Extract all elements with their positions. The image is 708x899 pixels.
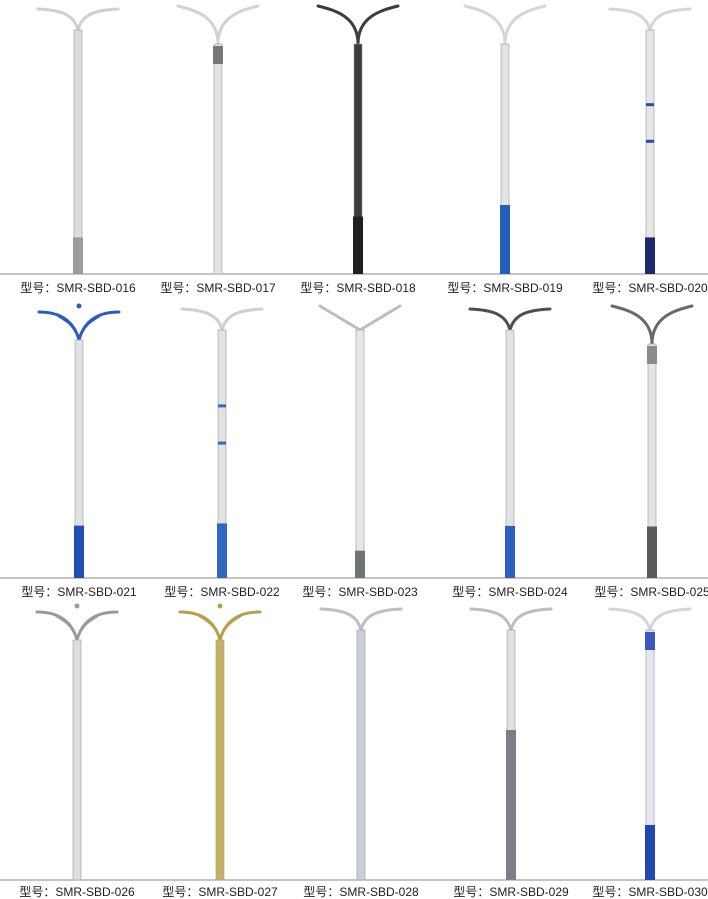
model-label: 型号：SMR-SBD-021 [8,583,150,600]
pole-shaft [213,43,223,275]
pole-base [647,526,657,578]
pole-stripe [218,441,226,445]
model-label-prefix: 型号： [453,885,490,899]
model-number: SMR-SBD-019 [483,281,563,295]
pole-finial [74,603,80,609]
pole-finial [76,303,82,309]
model-label-prefix: 型号： [302,585,339,599]
pole-arm [176,4,260,46]
model-label: 型号：SMR-SBD-028 [290,883,432,899]
model-label: 型号：SMR-SBD-017 [147,279,289,296]
model-label: 型号：SMR-SBD-026 [6,883,148,899]
pole-collar [645,632,655,650]
pole-base [74,525,84,578]
model-label: 型号：SMR-SBD-018 [287,279,429,296]
pole-arm [608,7,692,32]
model-label: 型号：SMR-SBD-027 [149,883,291,899]
pole-arm [35,610,119,642]
pole-base [500,205,510,274]
model-label-prefix: 型号： [592,885,629,899]
model-number: SMR-SBD-022 [200,585,280,599]
pole-stripe [218,404,226,408]
model-label-prefix: 型号： [592,281,629,295]
model-number: SMR-SBD-023 [338,585,418,599]
model-label: 型号：SMR-SBD-029 [440,883,582,899]
model-number: SMR-SBD-018 [336,281,416,295]
pole-arm [469,607,553,632]
model-label: 型号：SMR-SBD-020 [579,279,708,296]
model-label-prefix: 型号： [452,585,489,599]
model-label-prefix: 型号： [21,585,58,599]
model-label-prefix: 型号： [447,281,484,295]
pole-collar [213,46,223,64]
pole-stripe [646,139,654,143]
model-number: SMR-SBD-020 [628,281,708,295]
model-number: SMR-SBD-030 [628,885,708,899]
pole-arm [318,304,402,332]
pole-base [73,237,83,274]
pole-shaft [355,329,365,579]
pole-shaft [215,639,225,881]
model-label-prefix: 型号： [303,885,340,899]
model-label-prefix: 型号： [300,281,337,295]
pole-arm [468,307,552,332]
pole-base [355,550,365,578]
pole-arm [463,4,547,46]
pole-base [645,237,655,274]
pole-shaft [356,629,366,881]
model-label-prefix: 型号： [160,281,197,295]
model-label-prefix: 型号： [20,281,57,295]
pole-base [505,525,515,578]
pole-arm [608,607,692,632]
model-number: SMR-SBD-021 [57,585,137,599]
model-label: 型号：SMR-SBD-030 [579,883,708,899]
pole-base [645,825,655,880]
model-number: SMR-SBD-025 [630,585,708,599]
model-label: 型号：SMR-SBD-019 [434,279,576,296]
model-label-prefix: 型号： [594,585,631,599]
pole-stripe [646,103,654,107]
pole-arm [36,7,120,32]
pole-base [506,730,516,880]
pole-collar [647,346,657,364]
model-number: SMR-SBD-026 [55,885,135,899]
model-label-prefix: 型号： [164,585,201,599]
model-label-prefix: 型号： [162,885,199,899]
pole-base [353,216,363,274]
pole-base [217,523,227,578]
pole-shaft [72,639,82,881]
model-number: SMR-SBD-024 [488,585,568,599]
model-label: 型号：SMR-SBD-016 [7,279,149,296]
model-label-prefix: 型号： [19,885,56,899]
model-label: 型号：SMR-SBD-023 [289,583,431,600]
pole-arm [37,310,121,342]
model-number: SMR-SBD-027 [198,885,278,899]
pole-finial [217,603,223,609]
model-label: 型号：SMR-SBD-022 [151,583,293,600]
pole-arm [316,4,400,46]
pole-arm [319,607,403,632]
model-label: 型号：SMR-SBD-025 [581,583,708,600]
model-number: SMR-SBD-016 [56,281,136,295]
model-label: 型号：SMR-SBD-024 [439,583,581,600]
pole-arm [178,610,262,642]
pole-arm [610,304,694,346]
model-number: SMR-SBD-017 [196,281,276,295]
model-number: SMR-SBD-029 [489,885,569,899]
pole-arm [180,307,264,332]
model-number: SMR-SBD-028 [339,885,419,899]
